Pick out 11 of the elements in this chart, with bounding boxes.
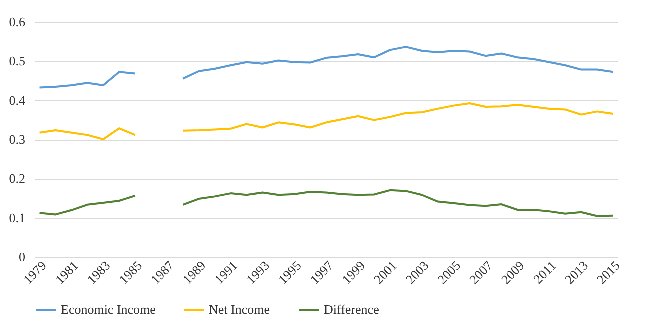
y-tick-label: 0.5: [9, 54, 26, 69]
x-tick-label: 2001: [370, 258, 400, 288]
legend-label: Difference: [324, 302, 380, 317]
legend-label: Economic Income: [61, 302, 156, 317]
y-tick-label: 0: [19, 250, 26, 264]
y-tick-label: 0.2: [9, 171, 26, 186]
legend-label: Net Income: [209, 302, 270, 317]
y-tick-label: 0.6: [9, 14, 26, 30]
y-tick-label: 0.4: [9, 92, 26, 108]
y-tick-label: 0.1: [9, 210, 26, 226]
y-tick-label: 0.3: [9, 132, 26, 147]
